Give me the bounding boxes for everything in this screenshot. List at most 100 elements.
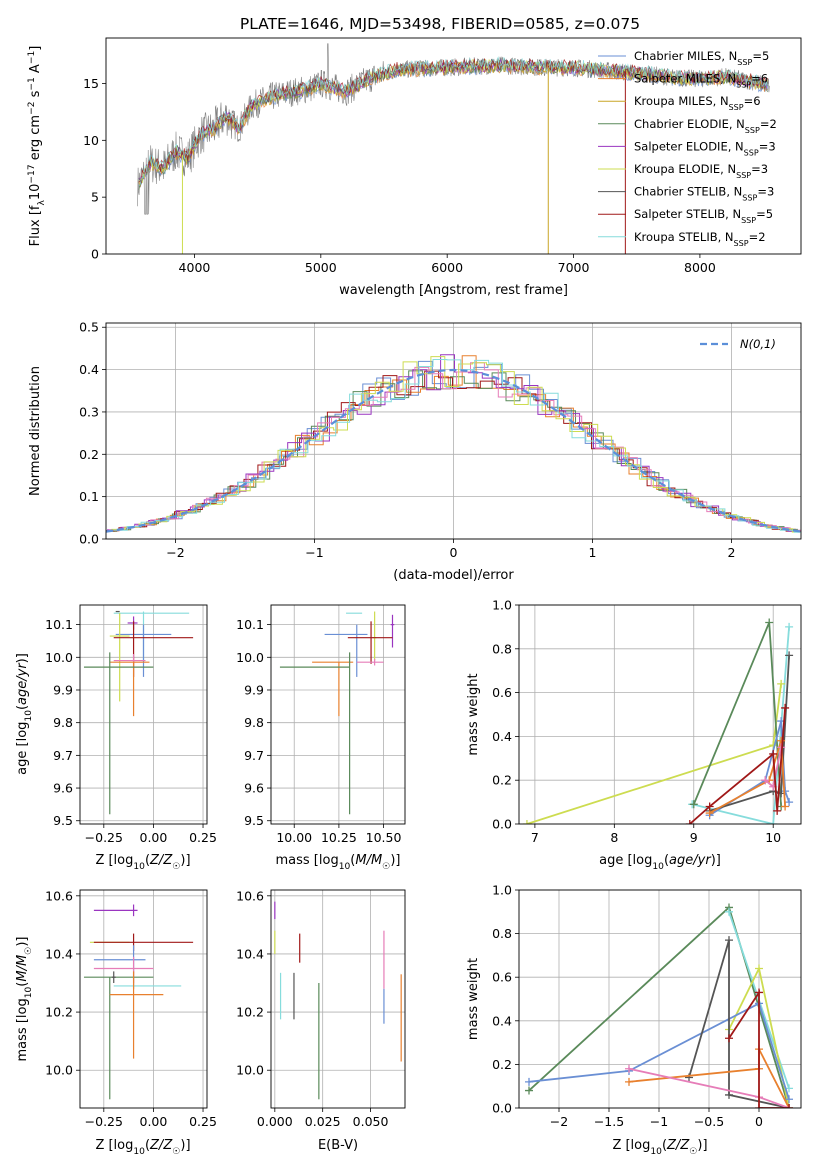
y-tick-label: 0.8 [492,641,512,656]
x-axis-label: Z [log10(Z/Z☉)] [95,1138,190,1157]
y-tick-label: 10.2 [45,1005,73,1020]
x-tick-label: −1 [650,1114,668,1129]
y-tick-label: 0.2 [79,447,99,462]
weight-point-0 [785,622,794,631]
residual-histogram-0 [106,360,794,532]
weight-point-6 [625,1064,633,1073]
legend-label: Kroupa MILES, NSSP=6 [634,94,761,112]
x-tick-label: −0.5 [694,1114,724,1129]
x-tick-label: 8 [610,830,618,845]
weight-point-4 [685,1073,693,1082]
x-tick-label: 0.050 [353,1114,389,1129]
x-axis-label: E(B-V) [318,1138,358,1153]
plot-area [137,43,770,254]
model-spectrum-6 [138,58,769,184]
y-tick-label: 10.6 [236,888,264,903]
weight-line-4 [709,655,790,812]
weight-line-5 [709,740,786,814]
x-tick-label: 0.25 [189,1114,217,1129]
x-tick-label: 0 [755,1114,763,1129]
weight-point-7 [785,1104,793,1108]
legend-label: Chabrier STELIB, NSSP=3 [634,185,774,203]
weight-point-1 [777,679,786,688]
plot-area [83,904,194,1100]
y-tick-label: 0 [91,247,99,262]
weight-point-4 [725,1090,733,1099]
weight-line-1 [526,683,782,824]
weight-point-7 [705,802,714,811]
plot-area [106,354,801,533]
y-tick-label: 9.9 [244,682,264,697]
legend-label: Chabrier MILES, NSSP=5 [634,49,769,67]
y-tick-label: 0.8 [492,926,512,941]
weight-point-1 [522,820,531,824]
panel-mass_vs_Z: −0.25 0.00 0.25 10.0 10.2 10.4 10.6 Z [log10(Z/… [15,888,217,1157]
y-tick-label: 0.0 [79,532,99,547]
plot-frame [79,889,208,1109]
x-tick-label: 5000 [305,260,337,275]
plot-area [274,901,402,1100]
weight-line-2 [692,622,782,807]
y-axis-label: mass weight [466,958,481,1040]
y-axis-label: Normed distribution [28,366,43,496]
panel-mass_vs_ebv: 0.000 0.025 0.050 10.0 10.2 10.4 10.6 E(B-V) [236,888,406,1153]
x-axis-label: mass [log10(M/M☉)] [276,853,401,872]
y-tick-label: 9.7 [53,748,73,763]
weight-point-5 [625,1077,633,1086]
y-tick-label: 0.4 [492,729,512,744]
weight-point-3 [785,1095,793,1104]
plot-frame [79,604,208,825]
x-tick-label: 1 [589,545,597,560]
plot-frame [105,37,802,255]
y-tick-label: 10.0 [236,1063,264,1078]
residual-histogram-5 [109,362,801,531]
plot-frame [518,889,802,1109]
weight-point-3 [525,1077,533,1086]
x-tick-label: 10.50 [366,830,402,845]
y-tick-label: 0.5 [79,320,99,335]
weight-line-0 [691,626,790,824]
panel-age_vs_mass: 10.00 10.25 10.50 9.5 9.6 9.7 9.8 9.9 10.0 10.1 ma… [236,604,406,872]
y-tick-label: 1.0 [492,598,512,613]
y-tick-label: 10.4 [45,946,73,961]
y-axis-label: age [log10(age/yr)] [15,653,34,775]
x-tick-label: −0.25 [85,1114,123,1129]
residual-histogram-7 [113,359,801,533]
x-axis-label: age [log10(age/yr)] [599,853,721,872]
weight-point-3 [785,798,794,807]
y-tick-label: 0.0 [492,817,512,832]
weight-line-3 [528,1002,790,1100]
y-tick-label: 10.1 [236,617,264,632]
y-axis-label: mass [log10(M/M☉)] [15,937,34,1062]
y-tick-label: 0.2 [492,1057,512,1072]
x-axis-label: (data-model)/error [393,568,514,583]
weight-point-7 [781,703,790,712]
weight-point-6 [761,776,770,785]
plot-frame [270,604,406,825]
panel-massweight_vs_Z: −2 −1.5 −1 −0.5 0 0.0 0.2 0.4 0.6 0.8 1.0 mass weig… [466,883,802,1157]
panel-massweight_vs_age: 7 8 9 10 0.0 0.2 0.4 0.6 0.8 1.0 mass weight age [l… [466,598,802,872]
weight-point-4 [785,651,794,660]
x-tick-label: 0.025 [305,1114,341,1129]
x-tick-label: 0.000 [257,1114,293,1129]
x-tick-label: 10.00 [276,830,312,845]
x-tick-label: 0 [450,545,458,560]
plot-frame [270,889,406,1109]
y-tick-label: 10 [83,133,99,148]
weight-point-7 [685,820,694,824]
residual-histogram-6 [111,356,801,533]
y-axis-label: mass weight [466,673,481,755]
x-tick-label: 8000 [684,260,716,275]
weight-point-7 [773,806,782,815]
x-tick-label: 10 [765,830,781,845]
x-tick-label: 0.25 [189,830,217,845]
gaussian-curve [106,368,801,533]
figure-title: PLATE=1646, MJD=53498, FIBERID=0585, z=0… [240,15,640,33]
plot-area [83,610,194,815]
y-tick-label: 0.4 [492,1013,512,1028]
y-tick-label: 9.6 [244,781,264,796]
model-spectrum-8 [138,56,769,187]
y-tick-label: 0.2 [492,773,512,788]
weight-line-7 [728,989,789,1108]
y-tick-label: 9.5 [244,813,264,828]
